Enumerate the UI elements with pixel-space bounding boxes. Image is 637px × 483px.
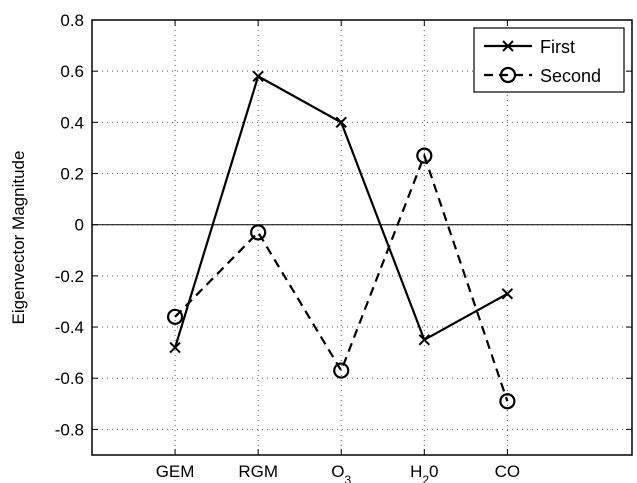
- x-tick-label: CO: [495, 462, 521, 481]
- data-point: [169, 341, 181, 354]
- legend-entry-second: Second: [484, 66, 601, 86]
- marker-stroke: [252, 70, 264, 83]
- x-tick-label: H20: [410, 462, 438, 483]
- y-axis: 0.8 0.6 0.4 0.2 0 -0.2 -0.4 -0.6 -0.8: [55, 11, 632, 439]
- legend-box: [473, 27, 625, 93]
- data-point: [499, 393, 516, 410]
- data-point: [501, 288, 514, 300]
- y-tick-label: 0.8: [60, 11, 84, 30]
- x-tick-label: O3: [331, 462, 351, 483]
- series-line: [174, 152, 509, 402]
- data-point: [250, 224, 267, 241]
- legend-marker: [499, 66, 517, 84]
- data-point: [418, 334, 431, 346]
- y-tick-label: -0.6: [55, 369, 84, 388]
- y-tick-label: -0.2: [55, 267, 84, 286]
- marker-stroke: [169, 341, 181, 354]
- legend-label: Second: [540, 66, 601, 86]
- plot-frame: [91, 19, 633, 456]
- legend-label: First: [540, 37, 575, 57]
- y-tick-label: 0.6: [60, 62, 84, 81]
- y-tick-label: 0.4: [60, 113, 84, 132]
- data-point: [335, 116, 347, 129]
- data-point: [252, 70, 264, 83]
- marker-stroke: [418, 334, 431, 346]
- x-tick-label: RGM: [238, 462, 278, 481]
- y-axis-title: Eigenvector Magnitude: [9, 151, 28, 325]
- series-layer: [166, 70, 516, 410]
- x-axis: GEM RGM O3 H20 CO: [156, 20, 520, 483]
- marker-stroke: [501, 288, 514, 300]
- marker-stroke: [502, 40, 514, 52]
- series-second: [166, 147, 516, 410]
- legend: First Second: [473, 27, 625, 93]
- legend-marker: [502, 40, 514, 52]
- legend-entry-first: First: [484, 37, 575, 57]
- marker-stroke: [335, 116, 347, 129]
- data-point: [416, 147, 433, 164]
- series-first: [169, 70, 514, 354]
- y-tick-label: 0.2: [60, 165, 84, 184]
- data-point: [166, 308, 184, 325]
- x-tick-label: GEM: [156, 462, 195, 481]
- y-tick-label: -0.8: [55, 420, 84, 439]
- series-line: [174, 74, 508, 348]
- data-point: [333, 362, 350, 379]
- y-tick-label: -0.4: [55, 318, 84, 337]
- y-tick-label: 0: [75, 216, 84, 235]
